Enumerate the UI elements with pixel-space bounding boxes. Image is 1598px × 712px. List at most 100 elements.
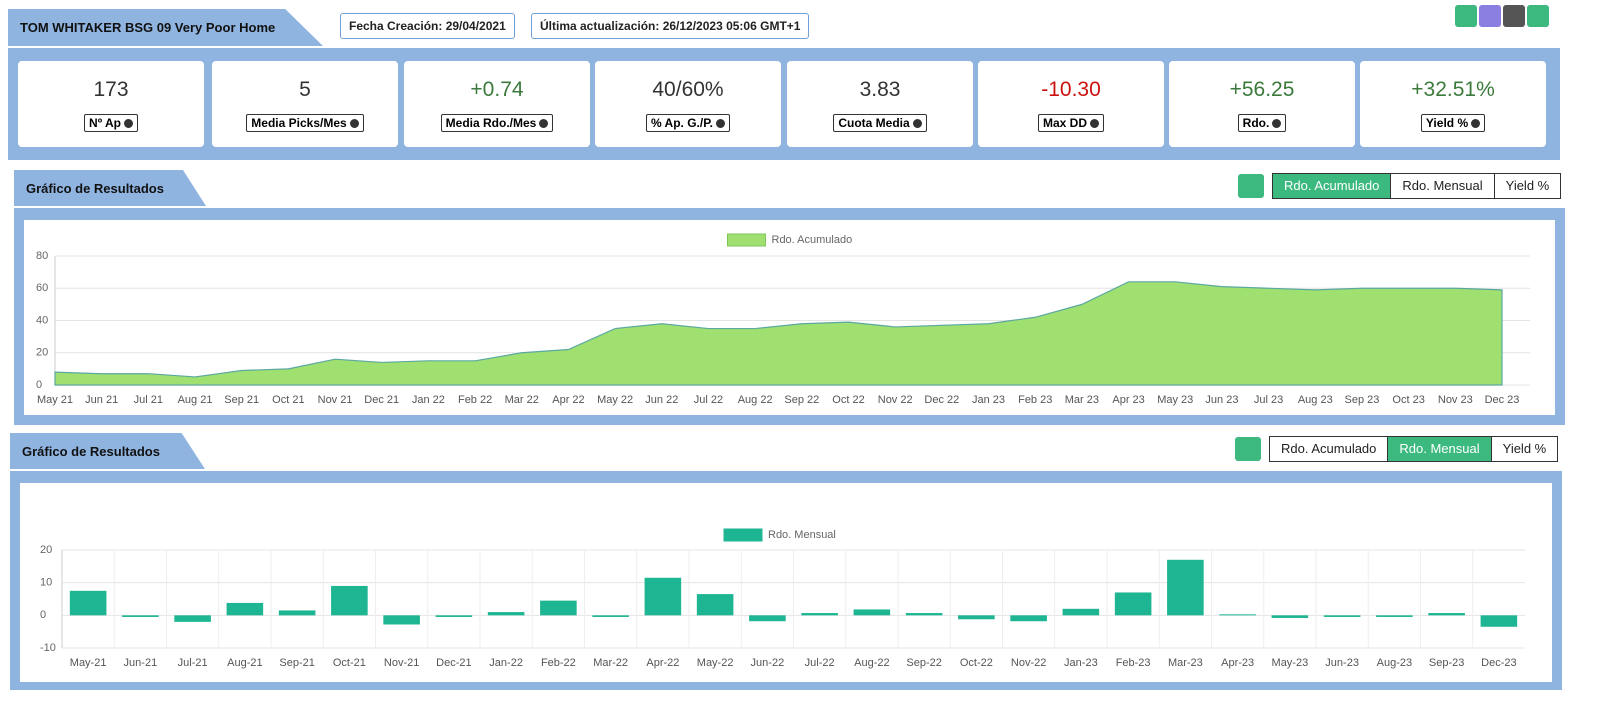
info-icon <box>1272 119 1282 128</box>
x-tick-label: Dec-21 <box>436 657 471 669</box>
y-tick-label: 20 <box>40 544 52 556</box>
header-title: TOM WHITAKER BSG 09 Very Poor Home <box>8 9 323 46</box>
bar <box>1010 615 1047 622</box>
stat-label: Media Picks/Mes <box>246 114 364 132</box>
stat-card: 3.83 Cuota Media <box>787 61 973 147</box>
tab-button[interactable]: Rdo. Mensual <box>1387 437 1491 461</box>
created-date: Fecha Creación: 29/04/2021 <box>340 13 515 39</box>
x-tick-label: Jun 23 <box>1205 394 1238 406</box>
x-tick-label: Jan 23 <box>972 394 1005 406</box>
bar <box>749 615 786 622</box>
legend-label: Rdo. Acumulado <box>772 234 853 246</box>
tab-button[interactable]: Yield % <box>1490 437 1558 461</box>
bar <box>1480 615 1518 627</box>
y-tick-label: 80 <box>36 250 48 262</box>
stat-value: +56.25 <box>1229 78 1295 101</box>
x-tick-label: Jul 22 <box>694 394 723 406</box>
area <box>54 281 1503 386</box>
updated-date: Última actualización: 26/12/2023 05:06 G… <box>531 13 810 39</box>
info-icon <box>539 119 549 128</box>
icon-button[interactable] <box>1479 5 1501 27</box>
stat-label-text: Media Picks/Mes <box>251 116 347 130</box>
bar <box>331 585 368 616</box>
icon-button[interactable] <box>1527 5 1549 27</box>
info-icon <box>716 119 725 128</box>
x-tick-label: May 23 <box>1157 394 1193 406</box>
icon-button[interactable] <box>1503 5 1525 27</box>
x-tick-label: Apr 22 <box>552 394 584 406</box>
tab-button[interactable]: Rdo. Mensual <box>1390 174 1493 198</box>
x-tick-label: May-23 <box>1272 657 1309 669</box>
bar <box>122 615 159 617</box>
info-icon <box>912 119 922 128</box>
x-tick-label: Oct-22 <box>960 657 993 669</box>
panel-title: Gráfico de Resultados <box>14 170 206 206</box>
stat-label: Yield % <box>1420 114 1486 132</box>
x-tick-label: Aug 23 <box>1298 394 1333 406</box>
bar <box>435 615 473 617</box>
panel-title: Gráfico de Resultados <box>10 433 205 469</box>
bar <box>1376 615 1413 617</box>
tab-button[interactable]: Rdo. Acumulado <box>1281 441 1377 456</box>
info-icon <box>123 119 133 128</box>
download-button[interactable] <box>1238 174 1264 198</box>
tab-button[interactable]: Yield % <box>1493 174 1561 198</box>
bar <box>540 600 577 616</box>
x-tick-label: Oct 21 <box>272 394 304 406</box>
x-tick-label: Sep-22 <box>906 657 941 669</box>
tab-button[interactable]: Rdo. Acumulado <box>1273 174 1391 198</box>
bar <box>644 577 682 616</box>
x-tick-label: Sep 21 <box>224 394 259 406</box>
x-tick-label: Aug 21 <box>178 394 213 406</box>
stat-label: Rdo. <box>1237 114 1287 132</box>
x-tick-label: Feb-22 <box>541 657 576 669</box>
stat-label-text: Rdo. <box>1242 116 1270 130</box>
bar <box>69 590 107 616</box>
y-tick-label: 0 <box>40 609 46 621</box>
x-tick-label: Aug-21 <box>227 657 262 669</box>
x-tick-label: Nov 23 <box>1438 394 1473 406</box>
legend-swatch <box>723 528 763 542</box>
bar <box>278 610 316 616</box>
stats-panel: 173 Nº Ap 5 Media Picks/Mes +0.74 Media Rdo./… <box>8 48 1560 160</box>
x-tick-label: Nov 21 <box>318 394 353 406</box>
bar <box>1114 592 1152 616</box>
download-button[interactable] <box>1235 437 1261 461</box>
x-tick-label: Jul 21 <box>134 394 163 406</box>
bar <box>592 615 629 617</box>
y-tick-label: 60 <box>36 282 48 294</box>
x-tick-label: Mar-23 <box>1168 657 1203 669</box>
x-tick-label: Jan 22 <box>412 394 445 406</box>
chart: 0 20 40 60 80 Rdo. Acumulado May 21 Jun 21 Jul 2… <box>36 233 1530 406</box>
x-tick-label: Dec 21 <box>364 394 399 406</box>
x-tick-label: Apr-22 <box>646 657 679 669</box>
stat-label-text: Yield % <box>1425 116 1469 130</box>
stat-card: +0.74 Media Rdo./Mes <box>404 61 590 147</box>
bar <box>696 594 734 616</box>
x-tick-label: Aug-22 <box>854 657 889 669</box>
stat-label: Media Rdo./Mes <box>440 114 554 132</box>
stat-label: % Ap. G./P. <box>645 114 730 132</box>
x-tick-label: Sep 23 <box>1345 394 1380 406</box>
x-tick-label: Jul 23 <box>1254 394 1283 406</box>
stat-value: 3.83 <box>859 78 901 101</box>
bar <box>174 615 211 622</box>
x-tick-label: Aug 22 <box>738 394 773 406</box>
bar <box>383 615 420 625</box>
stat-card: -10.30 Max DD <box>978 61 1164 147</box>
stat-value: 173 <box>93 78 129 101</box>
x-tick-label: Apr 23 <box>1112 394 1144 406</box>
icon-button[interactable] <box>1455 5 1477 27</box>
x-tick-label: Oct-21 <box>333 657 366 669</box>
bar <box>1271 615 1309 618</box>
y-tick-label: 20 <box>36 347 48 359</box>
x-tick-label: Apr-23 <box>1221 657 1254 669</box>
x-tick-label: Jun-21 <box>124 657 158 669</box>
chart: -10 0 10 20 Rdo. Mensual May-21 Jun-21 Jul-21 Au… <box>40 528 1525 669</box>
info-icon <box>1471 119 1481 128</box>
bar <box>905 613 943 616</box>
stat-label: Max DD <box>1037 114 1104 132</box>
stat-value: -10.30 <box>1041 78 1101 101</box>
y-tick-label: 0 <box>36 379 42 391</box>
